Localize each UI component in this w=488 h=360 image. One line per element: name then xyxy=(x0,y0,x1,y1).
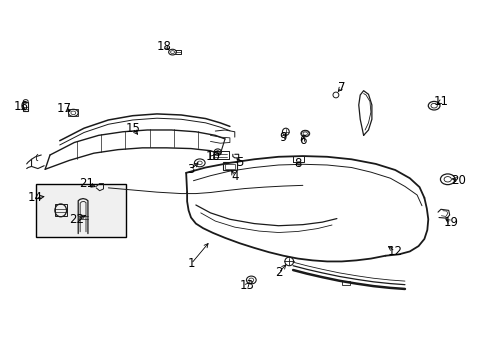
Text: 1: 1 xyxy=(187,257,194,270)
Text: 7: 7 xyxy=(337,81,345,94)
Text: 5: 5 xyxy=(236,156,243,168)
Text: 22: 22 xyxy=(69,213,84,226)
Text: 2: 2 xyxy=(274,266,282,279)
Text: 19: 19 xyxy=(443,216,458,229)
Bar xyxy=(55,204,66,216)
Bar xyxy=(341,281,350,285)
Text: 3: 3 xyxy=(187,163,194,176)
Text: 13: 13 xyxy=(239,279,254,292)
Text: 12: 12 xyxy=(387,245,402,258)
Text: 20: 20 xyxy=(450,174,465,186)
Text: 21: 21 xyxy=(79,177,94,190)
Text: 9: 9 xyxy=(279,131,286,144)
Text: 8: 8 xyxy=(294,157,301,170)
Text: 18: 18 xyxy=(157,40,171,53)
Text: 10: 10 xyxy=(205,150,220,163)
Text: 11: 11 xyxy=(433,95,448,108)
Bar xyxy=(224,163,235,169)
Text: 16: 16 xyxy=(13,100,28,113)
Text: 17: 17 xyxy=(57,102,72,115)
Bar xyxy=(36,184,126,237)
Text: 6: 6 xyxy=(299,134,306,147)
Text: 14: 14 xyxy=(28,192,43,204)
Text: 4: 4 xyxy=(230,170,238,183)
Bar xyxy=(223,162,236,170)
Text: 15: 15 xyxy=(125,122,140,135)
Bar xyxy=(68,109,78,116)
Bar xyxy=(23,103,28,111)
